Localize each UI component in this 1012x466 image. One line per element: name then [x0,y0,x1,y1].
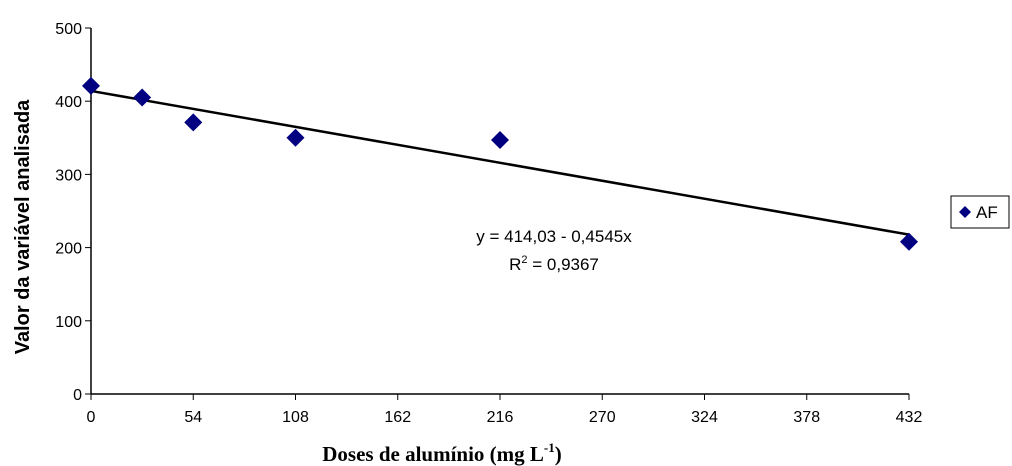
x-tick-label: 216 [487,409,514,426]
x-axis-label: Doses de alumínio (mg L-1) [322,440,562,466]
x-tick-label: 54 [184,409,202,426]
y-tick-label: 200 [55,241,82,258]
r-squared-superscript: 2 [521,254,527,266]
x-axis-label-main: Doses de alumínio (mg L [322,442,544,466]
trendline-group [90,89,910,236]
x-tick-label: 0 [87,409,96,426]
x-tick-label: 108 [282,409,309,426]
x-axis-label-superscript: -1 [544,440,555,455]
r-squared-value: = 0,9367 [528,255,599,274]
r-squared-letter: R [509,255,521,274]
data-point [184,113,203,132]
legend-marker [959,206,971,218]
data-points [82,76,918,251]
y-tick-label: 300 [55,167,82,184]
y-tick-label: 500 [55,21,82,38]
y-tick-label: 0 [73,387,82,404]
trendline [90,89,910,236]
x-tick-label: 378 [793,409,820,426]
data-point [286,128,305,147]
tick-labels: 0 100 200 300 400 500 0 54 108 162 216 270 324 378 432 [55,21,922,426]
legend-box [950,195,1010,229]
y-tick-label: 400 [55,94,82,111]
data-point [82,76,100,95]
data-point [900,232,918,251]
x-tick-label: 432 [896,409,923,426]
y-tick-label: 100 [55,314,82,331]
x-tick-label: 270 [589,409,616,426]
legend-label-af: AF [976,203,998,222]
r-squared-label: R2 = 0,9367 [509,254,599,274]
legend: AF [950,195,1010,229]
data-point [133,88,152,107]
x-tick-label: 324 [691,409,718,426]
data-point [491,130,509,149]
y-axis-label: Valor da variável analisada [12,99,34,354]
trendline-equation: y = 414,03 - 0,4545x [476,227,632,246]
x-axis-label-suffix: ) [555,442,562,466]
x-tick-label: 162 [384,409,411,426]
